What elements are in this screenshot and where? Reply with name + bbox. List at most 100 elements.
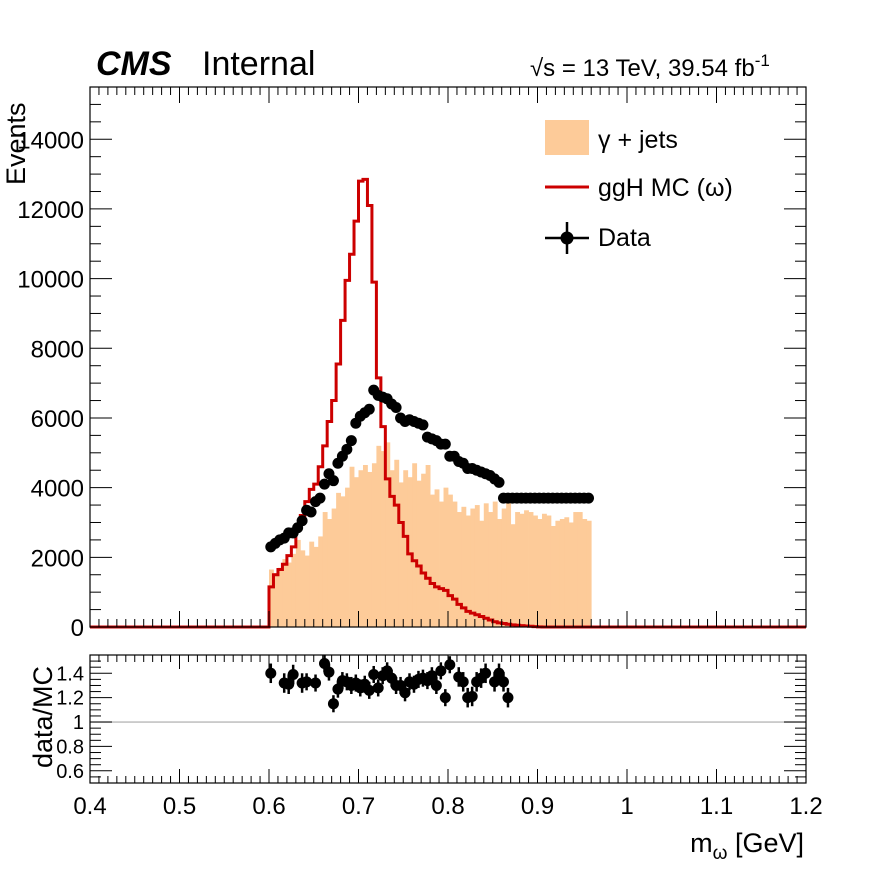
main-y-axis-title: Events bbox=[1, 102, 31, 185]
data-point bbox=[318, 478, 330, 490]
y-tick-label: 6000 bbox=[31, 406, 84, 433]
legend-swatch-gamma-jets bbox=[545, 120, 589, 155]
gamma-jets-bar bbox=[515, 512, 520, 627]
ratio-point bbox=[457, 676, 469, 688]
ratio-y-axis-title: data/MC bbox=[28, 666, 58, 768]
gamma-jets-bar bbox=[519, 513, 525, 627]
main-y-tick-labels: 0 2000 4000 6000 8000 10000 12000 14000 bbox=[17, 127, 84, 642]
ratio-point bbox=[287, 669, 299, 681]
gamma-jets-bar bbox=[345, 487, 350, 627]
x-tick-label: 1.1 bbox=[700, 793, 733, 820]
ratio-point bbox=[497, 676, 509, 688]
gamma-jets-bar bbox=[340, 496, 346, 627]
gamma-jets-bar bbox=[434, 489, 440, 627]
ratio-point bbox=[327, 698, 339, 710]
gamma-jets-bar bbox=[564, 517, 570, 627]
svg-text:√s = 13 TeV, 39.54 fb-1: √s = 13 TeV, 39.54 fb-1 bbox=[530, 51, 770, 82]
x-tick-label: 0.4 bbox=[73, 793, 106, 820]
ratio-y-tick-labels: 0.6 0.811.2 1.4 bbox=[56, 663, 84, 783]
ratio-point bbox=[493, 667, 505, 679]
y-tick-label: 2000 bbox=[31, 545, 84, 572]
gamma-jets-bar bbox=[304, 555, 310, 627]
gamma-jets-bar bbox=[309, 541, 315, 627]
data-point bbox=[296, 515, 308, 527]
gamma-jets-bar bbox=[546, 515, 552, 627]
lumi-exponent: -1 bbox=[755, 51, 770, 70]
status-label: Internal bbox=[202, 45, 315, 83]
gamma-jets-bar bbox=[407, 477, 413, 627]
ratio-y-tick-label: 1.2 bbox=[56, 688, 84, 710]
ratio-panel: 0.60.811.21.4 0.4 0.5 0.6 0.7 0.8 0.9 1 1.1 1.2 … bbox=[28, 654, 823, 864]
gamma-jets-bar bbox=[313, 546, 319, 627]
ratio-y-tick-label: 0.8 bbox=[56, 736, 84, 758]
ratio-point bbox=[444, 659, 456, 671]
ratio-point bbox=[502, 692, 514, 704]
gamma-jets-bar bbox=[389, 470, 395, 627]
gamma-jets-bar bbox=[474, 505, 480, 627]
data-point bbox=[305, 506, 317, 518]
energy-lumi-label: √s = 13 TeV, 39.54 fb-1 bbox=[530, 51, 770, 82]
gamma-jets-bar bbox=[358, 470, 364, 627]
gamma-jets-bar bbox=[555, 520, 561, 627]
gamma-jets-bar bbox=[430, 494, 435, 627]
gamma-jets-bar bbox=[412, 463, 418, 627]
gamma-jets-bar bbox=[541, 513, 547, 627]
ratio-point bbox=[372, 682, 384, 694]
ratio-point bbox=[466, 690, 478, 702]
ratio-y-tick-label: 1.4 bbox=[56, 663, 84, 685]
ratio-point bbox=[399, 687, 411, 699]
main-ticks bbox=[89, 86, 807, 628]
gamma-jets-bar bbox=[376, 445, 382, 627]
gamma-jets-bar bbox=[492, 501, 498, 627]
gamma-jets-bar bbox=[501, 508, 507, 627]
gamma-jets-bar bbox=[318, 536, 324, 627]
gamma-jets-bar bbox=[577, 512, 583, 627]
data-point bbox=[583, 492, 595, 504]
gamma-jets-bar bbox=[291, 553, 297, 627]
gamma-jets-bar bbox=[394, 459, 400, 627]
y-tick-label: 14000 bbox=[17, 127, 84, 154]
gamma-jets-bar bbox=[533, 515, 538, 627]
gamma-jets-bar bbox=[582, 519, 588, 627]
gamma-jets-bar bbox=[398, 482, 404, 627]
ratio-point bbox=[426, 670, 438, 682]
gamma-jets-bar bbox=[439, 501, 444, 627]
y-tick-label: 12000 bbox=[17, 197, 84, 224]
gamma-jets-bar bbox=[465, 515, 471, 627]
ratio-point bbox=[301, 676, 313, 688]
legend-label-ggh-mc: ggH MC (ω) bbox=[598, 174, 733, 202]
data-point bbox=[345, 435, 357, 447]
gamma-jets-bar bbox=[269, 569, 274, 627]
data-point bbox=[363, 403, 375, 415]
x-axis-title-main: m bbox=[690, 828, 713, 858]
gamma-jets-bar bbox=[537, 519, 543, 627]
y-tick-label: 4000 bbox=[31, 476, 84, 503]
gamma-jets-bar bbox=[470, 508, 476, 627]
gamma-jets-bar bbox=[331, 508, 337, 627]
gamma-jets-bar bbox=[452, 501, 458, 627]
gamma-jets-bar bbox=[443, 487, 449, 627]
gamma-jets-bar bbox=[461, 506, 467, 627]
gamma-jets-bar bbox=[528, 512, 534, 627]
gamma-jets-bar bbox=[559, 519, 565, 627]
y-tick-label: 10000 bbox=[17, 267, 84, 294]
ratio-point bbox=[323, 666, 335, 678]
x-tick-label: 0.9 bbox=[521, 793, 554, 820]
gamma-jets-bar bbox=[354, 477, 359, 627]
energy-lumi-text: s = 13 TeV, 39.54 fb bbox=[543, 55, 755, 82]
gamma-jets-bar bbox=[573, 512, 579, 627]
x-axis-title: mω [GeV] bbox=[690, 828, 804, 864]
ratio-points bbox=[265, 655, 514, 713]
gamma-jets-bar bbox=[322, 512, 328, 627]
gamma-jets-bar bbox=[506, 501, 512, 627]
ratio-point bbox=[489, 676, 501, 688]
main-panel: 0 2000 4000 6000 8000 10000 12000 14000 Events bbox=[1, 86, 807, 642]
ratio-point bbox=[283, 678, 295, 690]
gamma-jets-bar bbox=[568, 522, 574, 627]
gamma-jets-bar bbox=[286, 562, 292, 627]
gamma-jets-bar bbox=[273, 573, 279, 627]
gamma-jets-bar bbox=[416, 480, 422, 627]
ratio-point bbox=[430, 679, 442, 691]
data-point bbox=[341, 443, 353, 455]
